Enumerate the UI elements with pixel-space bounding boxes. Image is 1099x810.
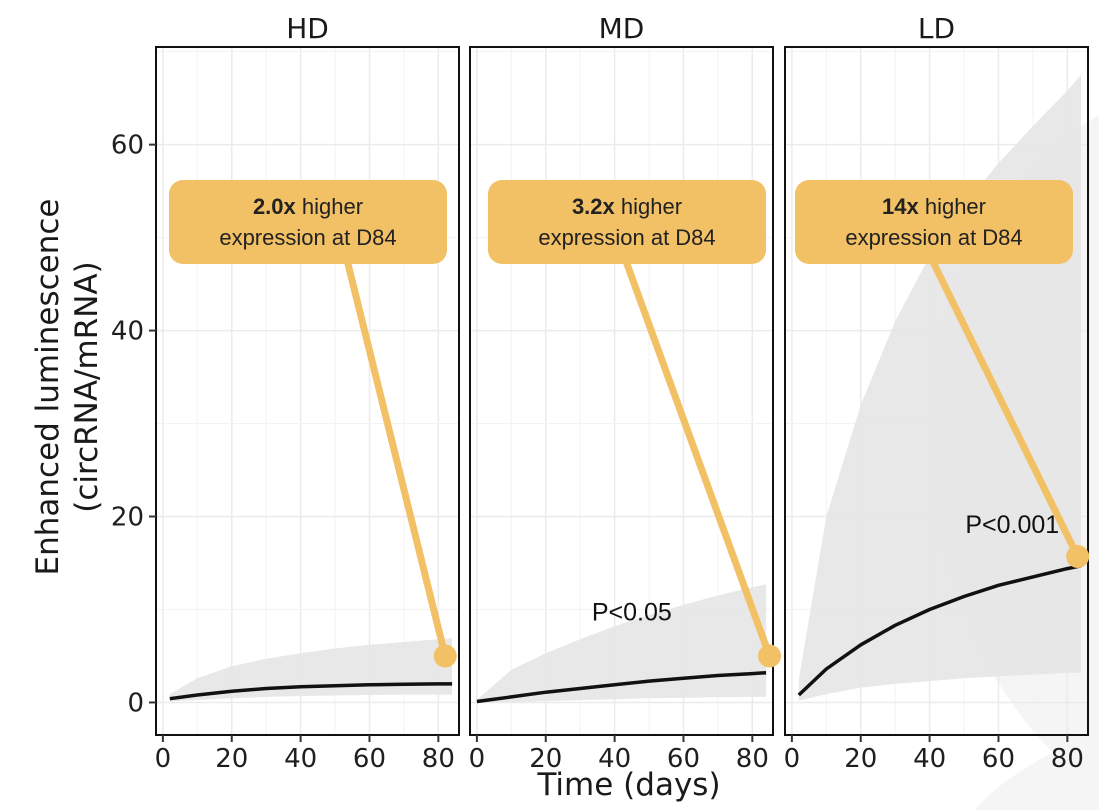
callout-md: 3.2x higher expression at D84: [488, 180, 766, 264]
callout-connector-hd: [344, 260, 449, 660]
x-tick-label: 0: [155, 744, 172, 774]
y-tick-label: 0: [127, 688, 144, 718]
callout-hd-line1: 2.0x higher: [253, 191, 363, 222]
callout-ld-line1: 14x higher: [882, 191, 986, 222]
y-tick-label: 20: [111, 503, 144, 533]
x-tick-label: 80: [422, 744, 455, 774]
panel-border-ld: [784, 46, 1089, 736]
p-value-md: P<0.05: [592, 599, 672, 627]
endpoint-marker-ld: [1066, 544, 1090, 568]
x-tick-label: 80: [736, 744, 769, 774]
trend-line-md: [476, 670, 767, 704]
x-tick-label: 40: [284, 744, 317, 774]
trend-line-hd: [169, 682, 453, 701]
x-tick-label: 40: [598, 744, 631, 774]
p-value-ld: P<0.001: [965, 511, 1059, 539]
y-axis-title-line-2: (circRNA/mRNA): [69, 261, 105, 512]
callout-ld-text: higher: [918, 194, 986, 219]
x-axis-title: Time (days): [536, 767, 720, 803]
x-tick-label: 80: [1051, 744, 1084, 774]
facet-title-md: MD: [599, 12, 645, 45]
x-tick-label: 0: [469, 744, 486, 774]
endpoint-marker-hd: [433, 644, 457, 668]
x-tick-label: 60: [982, 744, 1015, 774]
y-axis-title-line-1: Enhanced luminescence: [30, 199, 66, 576]
trend-line-ld: [797, 564, 1082, 697]
x-tick-label: 20: [529, 744, 562, 774]
callout-md-fold: 3.2x: [571, 194, 615, 219]
x-tick-label: 0: [784, 744, 801, 774]
callout-connector-ld: [930, 260, 1082, 560]
y-axis: 0 20 40 60: [111, 131, 156, 718]
callout-ld-fold: 14x: [882, 194, 919, 219]
facet-title-ld: LD: [918, 12, 955, 45]
x-tick-label: 40: [913, 744, 946, 774]
x-tick-label: 60: [667, 744, 700, 774]
facet-ld: LD 0 20 40 60 80 P<0.001: [784, 12, 1089, 774]
panel-border-hd: [155, 46, 460, 736]
callout-hd-line2: expression at D84: [219, 225, 397, 250]
callout-ld: 14x higher expression at D84: [795, 180, 1073, 264]
callout-ld-line2: expression at D84: [845, 225, 1023, 250]
panel-border-md: [469, 46, 774, 736]
callout-connector-md: [623, 260, 774, 660]
facets-layer: HD 0 20 40 60 80 MD 0 20 40 60 80 P<0.05 LD 0 20 40 60 80 P…: [155, 12, 1089, 774]
confidence-ribbon-md: [476, 584, 767, 703]
callout-hd: 2.0x higher expression at D84: [169, 180, 447, 264]
callout-connectors: [344, 260, 1090, 668]
callout-md-line2: expression at D84: [538, 225, 716, 250]
endpoint-marker-md: [758, 644, 782, 668]
x-tick-label: 60: [353, 744, 386, 774]
x-tick-label: 20: [215, 744, 248, 774]
callout-hd-fold: 2.0x: [252, 194, 296, 219]
facet-title-hd: HD: [286, 12, 329, 45]
x-tick-label: 20: [844, 744, 877, 774]
callout-md-text: higher: [614, 194, 683, 219]
callout-md-line1: 3.2x higher: [572, 191, 682, 222]
y-tick-label: 60: [111, 131, 144, 161]
y-tick-label: 40: [111, 317, 144, 347]
facet-md: MD 0 20 40 60 80 P<0.05: [469, 12, 774, 774]
facet-hd: HD 0 20 40 60 80: [155, 12, 460, 774]
callout-hd-text: higher: [295, 194, 364, 219]
